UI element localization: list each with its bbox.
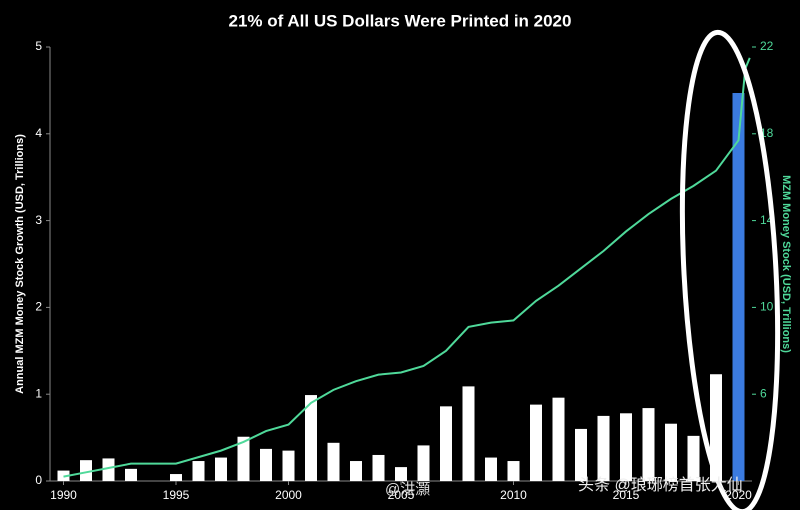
bar [282, 450, 295, 481]
bar [687, 435, 700, 481]
y-tick-label: 0 [35, 473, 42, 487]
bar [710, 374, 722, 481]
bar [260, 448, 272, 481]
bar [732, 93, 745, 481]
line [63, 57, 751, 478]
y-tick-label: 1 [35, 386, 42, 400]
x-tick-label: 1995 [163, 488, 190, 502]
chart-title: 21% of All US Dollars Were Printed in 20… [229, 11, 572, 30]
bar [237, 436, 250, 481]
bar [102, 458, 115, 481]
x-tick-label: 2010 [500, 488, 527, 502]
y2-tick-label: 10 [760, 300, 774, 314]
y2-axis-label: MZM Money Stock (USD, Trillions) [780, 175, 792, 353]
bar [597, 415, 610, 481]
y-tick-label: 3 [35, 213, 42, 227]
y-tick-label: 4 [35, 126, 42, 140]
y-axis-label: Annual MZM Money Stock Growth (USD, Tril… [14, 134, 26, 394]
x-tick-label: 2005 [388, 488, 415, 502]
bar [192, 461, 205, 481]
bar [417, 445, 430, 481]
bar [125, 468, 137, 481]
bar [552, 397, 565, 481]
y-tick-label: 2 [35, 300, 42, 314]
x-tick-label: 2020 [725, 488, 752, 502]
bar [372, 454, 385, 481]
bar [327, 442, 340, 481]
watermark: 头条 @琅琊榜首张大仙 [578, 476, 743, 494]
bar [507, 461, 520, 481]
bar [350, 461, 362, 481]
highlight-ellipse [679, 29, 781, 510]
bar [665, 423, 677, 481]
y2-tick-label: 6 [760, 386, 767, 400]
bar [305, 395, 317, 481]
y2-tick-label: 22 [760, 39, 774, 53]
bar [575, 428, 587, 481]
bar [485, 457, 497, 481]
x-tick-label: 2000 [275, 488, 302, 502]
bar [215, 457, 227, 481]
x-tick-label: 2015 [613, 488, 640, 502]
bar [530, 404, 542, 481]
bar [170, 474, 182, 481]
bar [80, 460, 92, 481]
bar [642, 408, 655, 481]
bar [620, 413, 632, 481]
watermark: @洪灝 [385, 481, 430, 498]
y-tick-label: 5 [35, 39, 42, 53]
bar [462, 386, 475, 481]
x-tick-label: 1990 [50, 488, 77, 502]
bar [440, 406, 452, 481]
bar [395, 467, 407, 481]
